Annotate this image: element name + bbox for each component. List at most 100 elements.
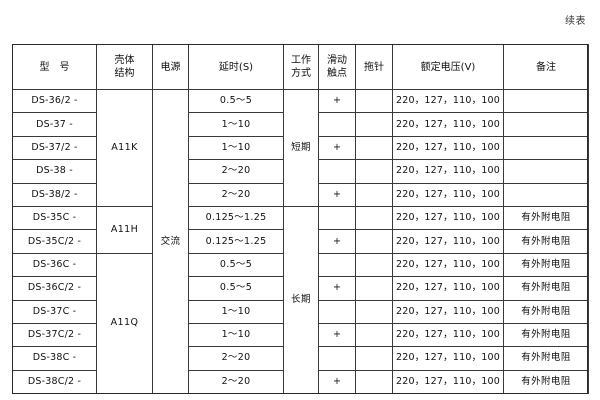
cell-note: 有外附电阻 bbox=[503, 252, 589, 278]
column-header-line: 壳体 bbox=[114, 55, 135, 66]
cell-pointer bbox=[355, 159, 393, 184]
cell-slide: + bbox=[318, 322, 356, 348]
cell-delay: 0.125～1.25 bbox=[188, 205, 284, 231]
cell-note bbox=[503, 159, 589, 184]
cell-voltage: 220，127，110，100 bbox=[392, 229, 504, 254]
cell-mode: 短期 bbox=[283, 89, 319, 207]
cell-note bbox=[503, 135, 589, 161]
table-row: DS-37C - 1～10 220，127，110，100 有外附电阻 bbox=[12, 299, 589, 324]
cell-slide: + bbox=[318, 135, 356, 161]
cell-pointer bbox=[355, 205, 393, 231]
cell-note: 有外附电阻 bbox=[503, 205, 589, 231]
column-header-mode: 工作 方式 bbox=[283, 44, 319, 90]
cell-delay: 2～20 bbox=[188, 182, 284, 207]
column-header-model: 型 号 bbox=[12, 44, 97, 90]
table-header: 型 号壳体 结构 电源 延时(S) 工作 方式 滑动 触点 拖针 额定电压(V) 备注 bbox=[12, 44, 589, 90]
column-header-case: 壳体 结构 bbox=[96, 44, 153, 90]
cell-voltage: 220，127，110，100 bbox=[392, 299, 504, 324]
cell-pointer bbox=[355, 135, 393, 161]
cell-delay: 0.5～5 bbox=[188, 88, 284, 114]
column-header-delay: 延时(S) bbox=[188, 44, 284, 90]
cell-note bbox=[503, 88, 589, 114]
cell-case: A11Q bbox=[96, 252, 153, 395]
cell-delay: 0.5～5 bbox=[188, 252, 284, 278]
cell-model: DS-35C/2 - bbox=[12, 229, 97, 254]
cell-voltage: 220，127，110，100 bbox=[392, 322, 504, 348]
cell-slide bbox=[318, 112, 356, 137]
table-row: DS-38C/2 - 2～20 +220，127，110，100 有外附电阻 bbox=[12, 369, 589, 395]
table-row: DS-36C - A11Q 0.5～5 220，127，110，100 有外附电阻 bbox=[12, 252, 589, 395]
column-header-slide: 滑动 触点 bbox=[318, 44, 356, 90]
cell-slide bbox=[318, 205, 356, 231]
column-header-line: 工作 bbox=[291, 55, 311, 66]
cell-note: 有外附电阻 bbox=[503, 229, 589, 254]
cell-slide: + bbox=[318, 229, 356, 254]
cell-delay: 1～10 bbox=[188, 135, 284, 161]
cell-pointer bbox=[355, 88, 393, 114]
cell-voltage: 220，127，110，100 bbox=[392, 252, 504, 278]
cell-model: DS-35C - bbox=[12, 205, 97, 231]
table-row: DS-35C - A11H 0.125～1.25 长期 220，127，110，100 有… bbox=[12, 205, 589, 395]
cell-model: DS-37C - bbox=[12, 299, 97, 324]
cell-slide: + bbox=[318, 88, 356, 114]
cell-delay: 2～20 bbox=[188, 369, 284, 395]
column-header-line: 触点 bbox=[327, 68, 347, 79]
cell-case: A11K bbox=[96, 89, 153, 207]
cell-note: 有外附电阻 bbox=[503, 299, 589, 324]
cell-pointer bbox=[355, 322, 393, 348]
column-header-line: 方式 bbox=[291, 68, 311, 79]
table-row: DS-35C/2 - 0.125～1.25 +220，127，110，100 有外附电… bbox=[12, 229, 589, 254]
cell-mode: 长期 bbox=[283, 205, 319, 395]
cell-model: DS-38C - bbox=[12, 346, 97, 371]
cell-note: 有外附电阻 bbox=[503, 346, 589, 371]
cell-model: DS-38 - bbox=[12, 159, 97, 184]
specification-table: 型 号壳体 结构 电源 延时(S) 工作 方式 滑动 触点 拖针 额定电压(V) 备注 DS-36/… bbox=[12, 44, 589, 395]
cell-note: 有外附电阻 bbox=[503, 322, 589, 348]
cell-slide bbox=[318, 159, 356, 184]
cell-voltage: 220，127，110，100 bbox=[392, 369, 504, 395]
cell-voltage: 220，127，110，100 bbox=[392, 276, 504, 301]
cell-slide: + bbox=[318, 276, 356, 301]
cell-model: DS-36/2 - bbox=[12, 88, 97, 114]
column-header-line: 电源 bbox=[160, 61, 181, 73]
column-header-line: 延时(S) bbox=[218, 61, 254, 73]
table-row: DS-38 - 2～20 220，127，110，100 bbox=[12, 159, 589, 184]
cell-pointer bbox=[355, 252, 393, 278]
table-row: DS-36C/2 - 0.5～5 +220，127，110，100 有外附电阻 bbox=[12, 276, 589, 301]
column-header-voltage: 额定电压(V) bbox=[392, 44, 504, 90]
cell-delay: 2～20 bbox=[188, 159, 284, 184]
continued-table-label: 续表 bbox=[565, 16, 586, 27]
cell-delay: 0.5～5 bbox=[188, 276, 284, 301]
column-header-line: 滑动 bbox=[327, 55, 347, 66]
cell-note: 有外附电阻 bbox=[503, 276, 589, 301]
cell-slide: + bbox=[318, 182, 356, 207]
cell-voltage: 220，127，110，100 bbox=[392, 182, 504, 207]
table-header-row: 型 号壳体 结构 电源 延时(S) 工作 方式 滑动 触点 拖针 额定电压(V) 备注 bbox=[12, 44, 589, 90]
cell-power: 交流 bbox=[152, 88, 189, 395]
cell-model: DS-38C/2 - bbox=[12, 369, 97, 395]
column-header-note: 备注 bbox=[503, 44, 589, 90]
cell-note bbox=[503, 112, 589, 137]
cell-slide bbox=[318, 299, 356, 324]
cell-pointer bbox=[355, 369, 393, 395]
cell-model: DS-36C/2 - bbox=[12, 276, 97, 301]
table-row: DS-36/2 - A11K 交流 0.5～5 短期 +220，127，110，100 bbox=[12, 88, 589, 395]
cell-pointer bbox=[355, 346, 393, 371]
table-body: DS-36/2 - A11K 交流 0.5～5 短期 +220，127，110，100 DS… bbox=[12, 88, 589, 395]
table-row: DS-38C - 2～20 220，127，110，100 有外附电阻 bbox=[12, 346, 589, 371]
table-row: DS-37 - 1～10 220，127，110，100 bbox=[12, 112, 589, 137]
cell-voltage: 220，127，110，100 bbox=[392, 112, 504, 137]
cell-voltage: 220，127，110，100 bbox=[392, 205, 504, 231]
cell-voltage: 220，127，110，100 bbox=[392, 346, 504, 371]
column-header-line: 型 号 bbox=[39, 61, 70, 73]
cell-model: DS-38/2 - bbox=[12, 182, 97, 207]
cell-delay: 0.125～1.25 bbox=[188, 229, 284, 254]
cell-pointer bbox=[355, 276, 393, 301]
table-row: DS-37C/2 - 1～10 +220，127，110，100 有外附电阻 bbox=[12, 322, 589, 348]
cell-model: DS-37C/2 - bbox=[12, 322, 97, 348]
cell-pointer bbox=[355, 299, 393, 324]
cell-voltage: 220，127，110，100 bbox=[392, 159, 504, 184]
table-row: DS-37/2 - 1～10 +220，127，110，100 bbox=[12, 135, 589, 161]
cell-delay: 1～10 bbox=[188, 112, 284, 137]
cell-model: DS-37 - bbox=[12, 112, 97, 137]
